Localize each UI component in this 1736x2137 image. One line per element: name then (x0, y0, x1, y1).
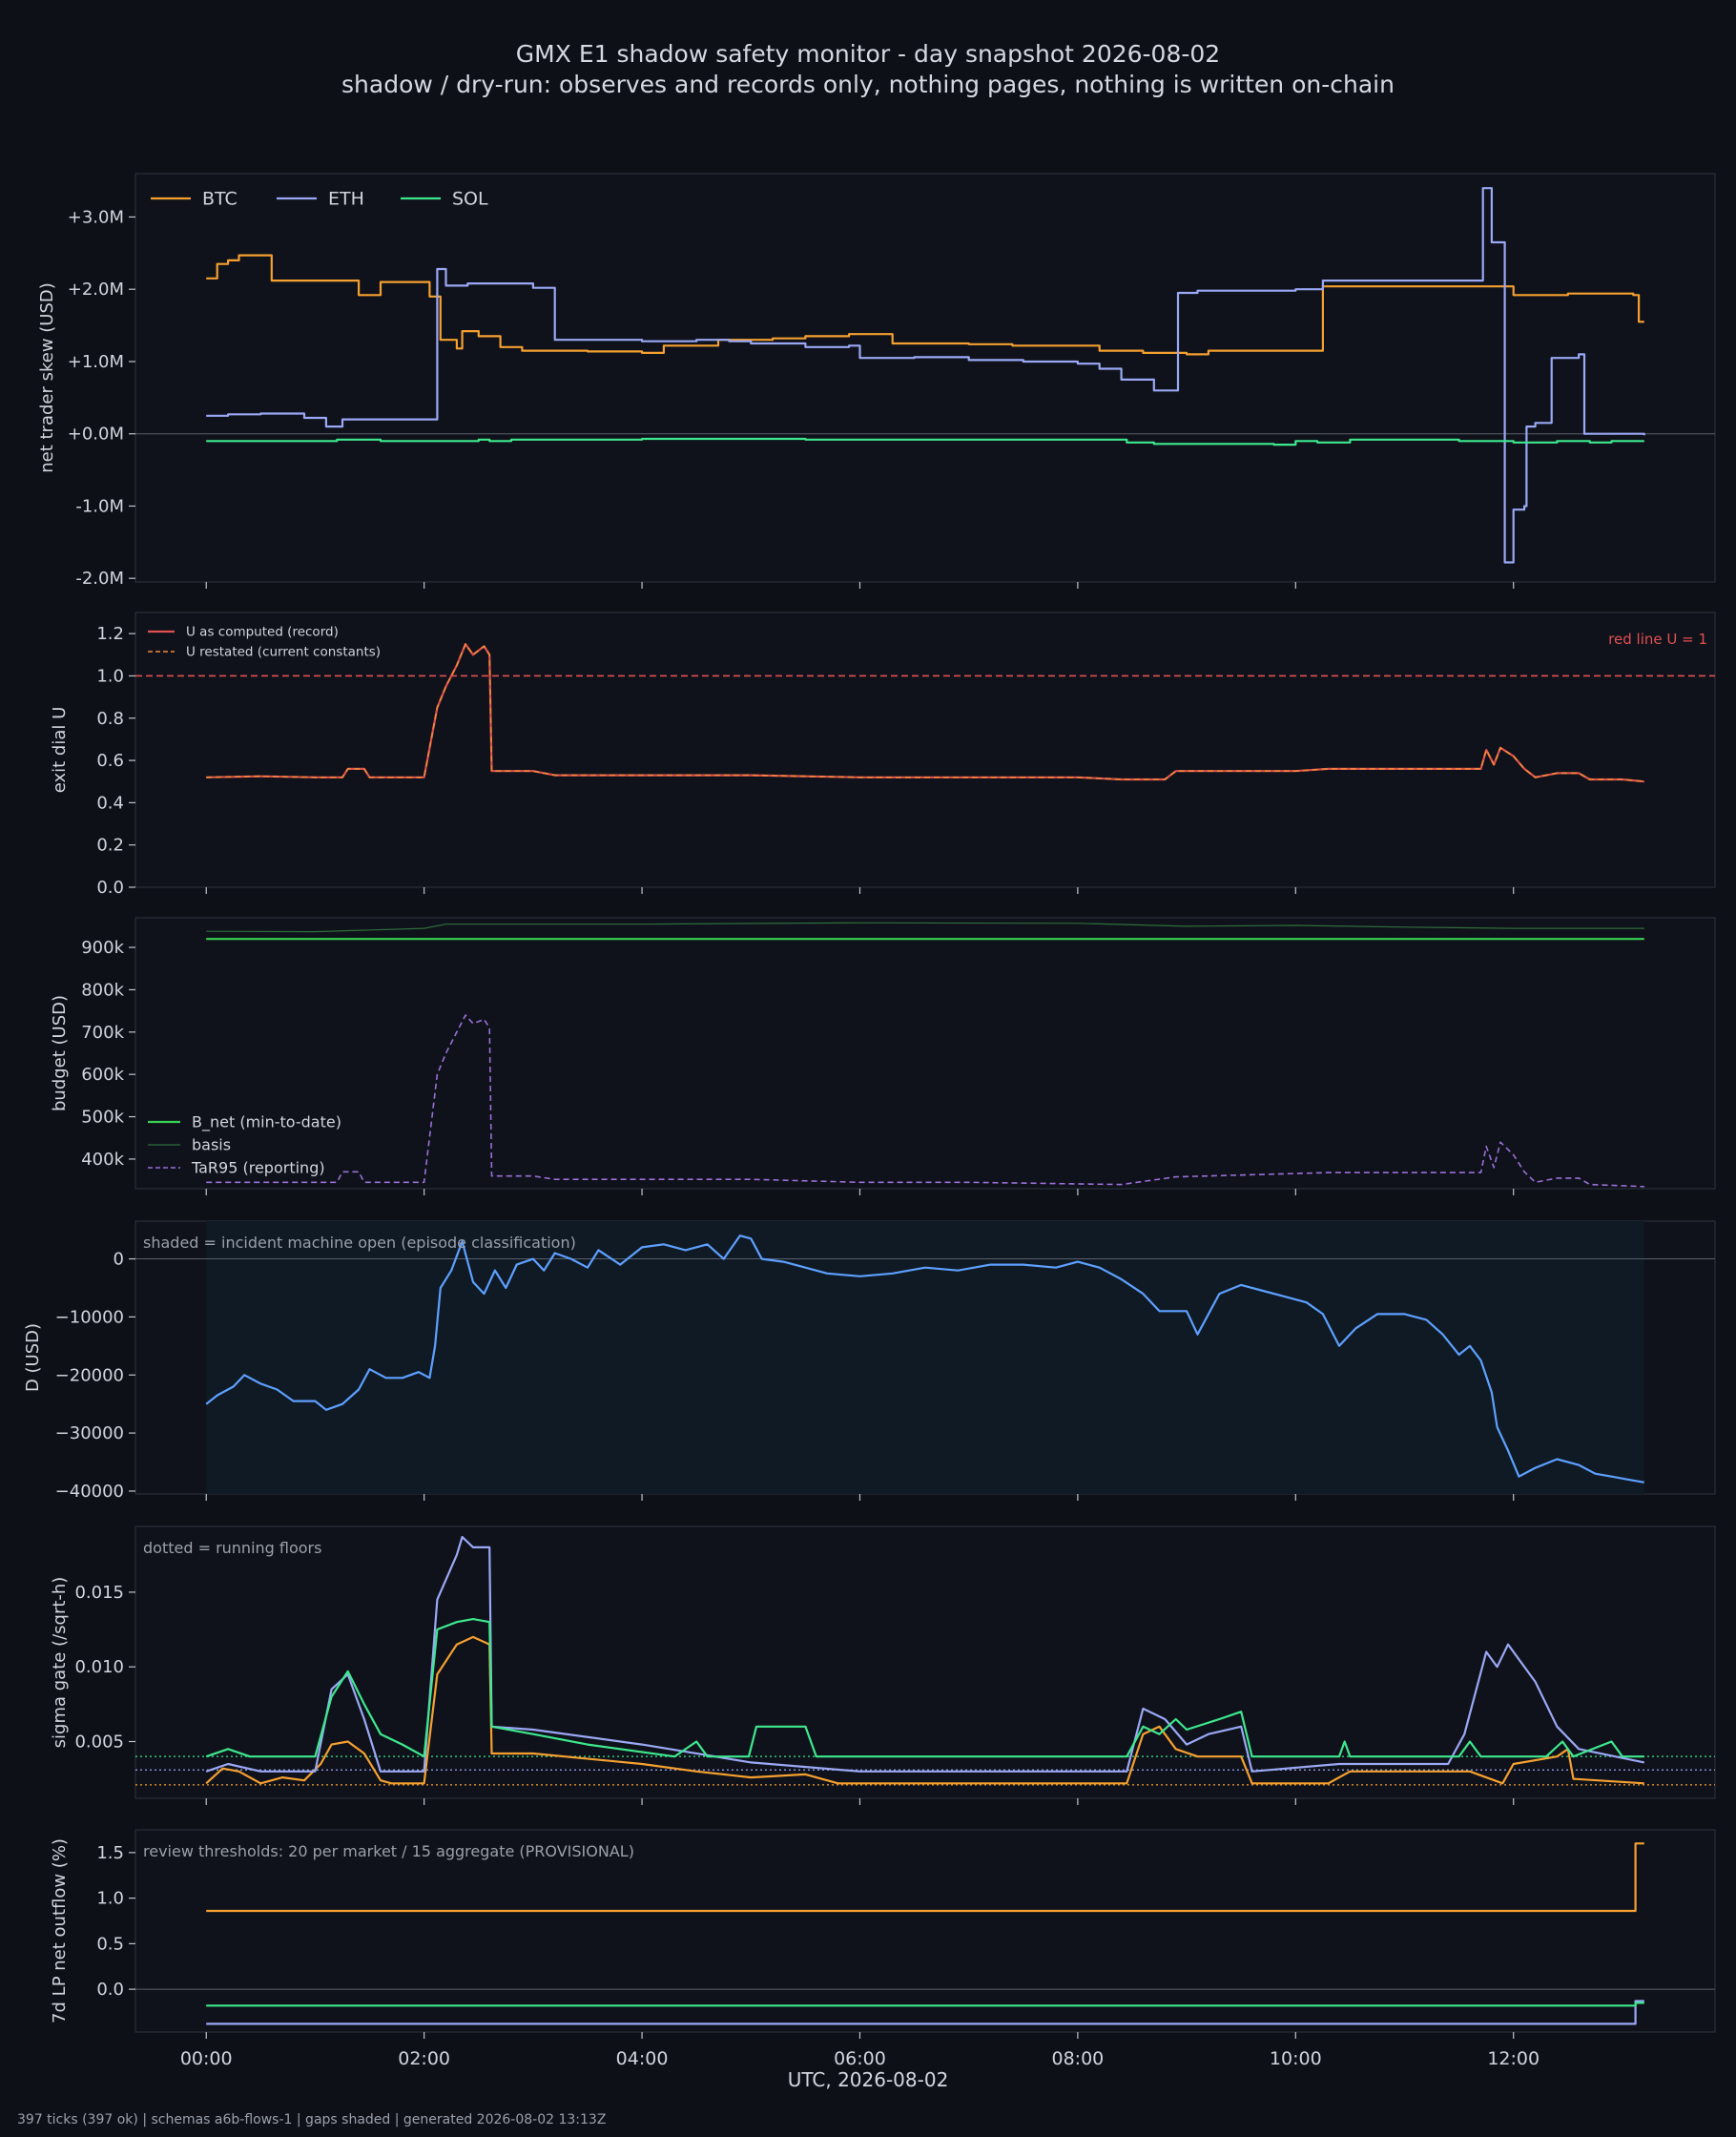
x-tick-label: 04:00 (616, 2048, 669, 2069)
series-line-d (205, 1234, 1644, 1483)
legend-label: SOL (452, 189, 488, 210)
x-tick-label: 06:00 (834, 2048, 886, 2069)
panel-annotation: shaded = incident machine open (episode … (143, 1234, 576, 1252)
y-tick-label: 0 (114, 1250, 124, 1270)
plot-area (134, 917, 1716, 1190)
y-tick-label: 900k (81, 938, 124, 958)
y-tick-label: 0.2 (96, 836, 124, 856)
y-tick-label: -2.0M (75, 569, 124, 589)
panel-annotation: dotted = running floors (143, 1539, 321, 1557)
legend-skew: BTC ETH SOL (151, 189, 488, 210)
x-axis-label: UTC, 2026-08-02 (787, 2068, 949, 2091)
y-tick-label: +3.0M (68, 207, 124, 227)
y-tick-label: −10000 (55, 1307, 124, 1327)
legend-budget: B_net (min-to-date) basis TaR95 (reporting… (148, 1113, 341, 1177)
y-tick-label: -1.0M (75, 496, 124, 516)
y-axis-label: exit dial U (50, 707, 70, 794)
series-line-u-restated-current-constants- (206, 643, 1644, 782)
x-tick-label: 02:00 (398, 2048, 450, 2069)
x-tick-label: 00:00 (180, 2048, 233, 2069)
chart-panel-1: +3.0M +2.0M +1.0M +0.0M -1.0M -2.0M net trader… (37, 173, 1716, 589)
y-tick-label: 0.015 (74, 1583, 124, 1603)
plot-area (134, 1829, 1716, 2033)
series-line-eth (206, 187, 1645, 564)
y-tick-label: 800k (81, 980, 124, 1000)
footer-status: 397 ticks (397 ok) | schemas a6b-flows-1… (17, 2112, 607, 2127)
y-axis-label: net trader skew (USD) (37, 282, 57, 473)
y-tick-label: 0.5 (96, 1934, 124, 1954)
series-line-sol (206, 437, 1644, 446)
legend-item: TaR95 (reporting) (148, 1159, 325, 1177)
y-tick-label: −40000 (55, 1482, 124, 1502)
y-tick-label: 0.8 (96, 709, 124, 729)
series-line-sol (205, 1618, 1644, 1758)
y-tick-label: +0.0M (68, 425, 124, 445)
y-tick-label: −30000 (55, 1423, 124, 1443)
series-line-btc (205, 1635, 1644, 1785)
plot-area (134, 1525, 1716, 1799)
chart-panel-4: 0 −10000 −20000 −30000 −40000 D (USD) shaded =… (23, 1220, 1716, 1502)
panel-annotation: review thresholds: 20 per market / 15 ag… (143, 1842, 634, 1860)
legend-item: B_net (min-to-date) (148, 1113, 341, 1132)
series-line-sol (206, 2002, 1644, 2007)
x-tick-label: 12:00 (1487, 2048, 1540, 2069)
y-axis-label: 7d LP net outflow (%) (50, 1838, 70, 2023)
legend-dial: U as computed (record) U restated (curren… (148, 625, 381, 660)
red-line-annotation: red line U = 1 (1608, 631, 1707, 648)
y-tick-label: 700k (81, 1023, 124, 1043)
series-line-basis (206, 922, 1644, 933)
y-axis-label: D (USD) (23, 1323, 43, 1392)
legend-item: SOL (401, 189, 488, 210)
series-line-eth (206, 2000, 1644, 2025)
chart-panel-3: 900k 800k 700k 600k 500k 400k budget (USD) (50, 917, 1716, 1195)
legend-label: U restated (current constants) (186, 645, 381, 660)
y-tick-label: 0.6 (96, 751, 124, 771)
page-title: GMX E1 shadow safety monitor - day snaps… (515, 40, 1221, 68)
y-tick-label: 1.0 (96, 666, 124, 686)
y-tick-label: 0.010 (74, 1657, 124, 1677)
plot-area (134, 173, 1716, 583)
legend-label: U as computed (record) (186, 625, 339, 640)
legend-label: ETH (328, 189, 364, 210)
legend-item: BTC (151, 189, 238, 210)
legend-item: basis (148, 1136, 231, 1154)
x-tick-label: 08:00 (1052, 2048, 1105, 2069)
y-tick-label: 0.0 (96, 878, 124, 898)
y-tick-label: +2.0M (68, 280, 124, 300)
legend-label: basis (192, 1136, 231, 1154)
y-tick-label: 0.005 (74, 1732, 124, 1752)
y-tick-label: 0.4 (96, 793, 124, 813)
series-line-eth (205, 1535, 1645, 1773)
y-axis-label: budget (USD) (50, 995, 70, 1111)
incident-shade (206, 1221, 1644, 1494)
y-tick-label: 1.5 (96, 1843, 124, 1863)
page-subtitle: shadow / dry-run: observes and records o… (341, 71, 1395, 98)
y-tick-label: 0.0 (96, 1980, 124, 2000)
plot-area (134, 612, 1716, 888)
y-tick-label: 500k (81, 1108, 124, 1128)
legend-item: ETH (277, 189, 364, 210)
legend-item: U as computed (record) (148, 625, 339, 640)
y-tick-label: 600k (81, 1065, 124, 1085)
y-tick-label: 400k (81, 1150, 124, 1170)
legend-label: TaR95 (reporting) (191, 1159, 325, 1177)
y-axis-label: sigma gate (/sqrt-h) (50, 1577, 70, 1749)
y-tick-label: 1.2 (96, 624, 124, 644)
series-line-tar95-reporting- (206, 1014, 1644, 1188)
chart-panel-2: 1.2 1.0 0.8 0.6 0.4 0.2 0.0 exit dial U red line… (50, 612, 1716, 898)
x-tick-label: 10:00 (1270, 2048, 1322, 2069)
legend-label: B_net (min-to-date) (192, 1113, 341, 1132)
legend-item: U restated (current constants) (148, 645, 381, 660)
legend-label: BTC (202, 189, 238, 210)
chart-panel-6: 1.5 1.0 0.5 0.0 7d LP net outflow (%) review … (50, 1829, 1716, 2039)
series-line-btc (206, 1842, 1644, 1913)
y-tick-label: 1.0 (96, 1889, 124, 1909)
y-tick-label: −20000 (55, 1365, 124, 1385)
y-tick-label: +1.0M (68, 352, 124, 372)
